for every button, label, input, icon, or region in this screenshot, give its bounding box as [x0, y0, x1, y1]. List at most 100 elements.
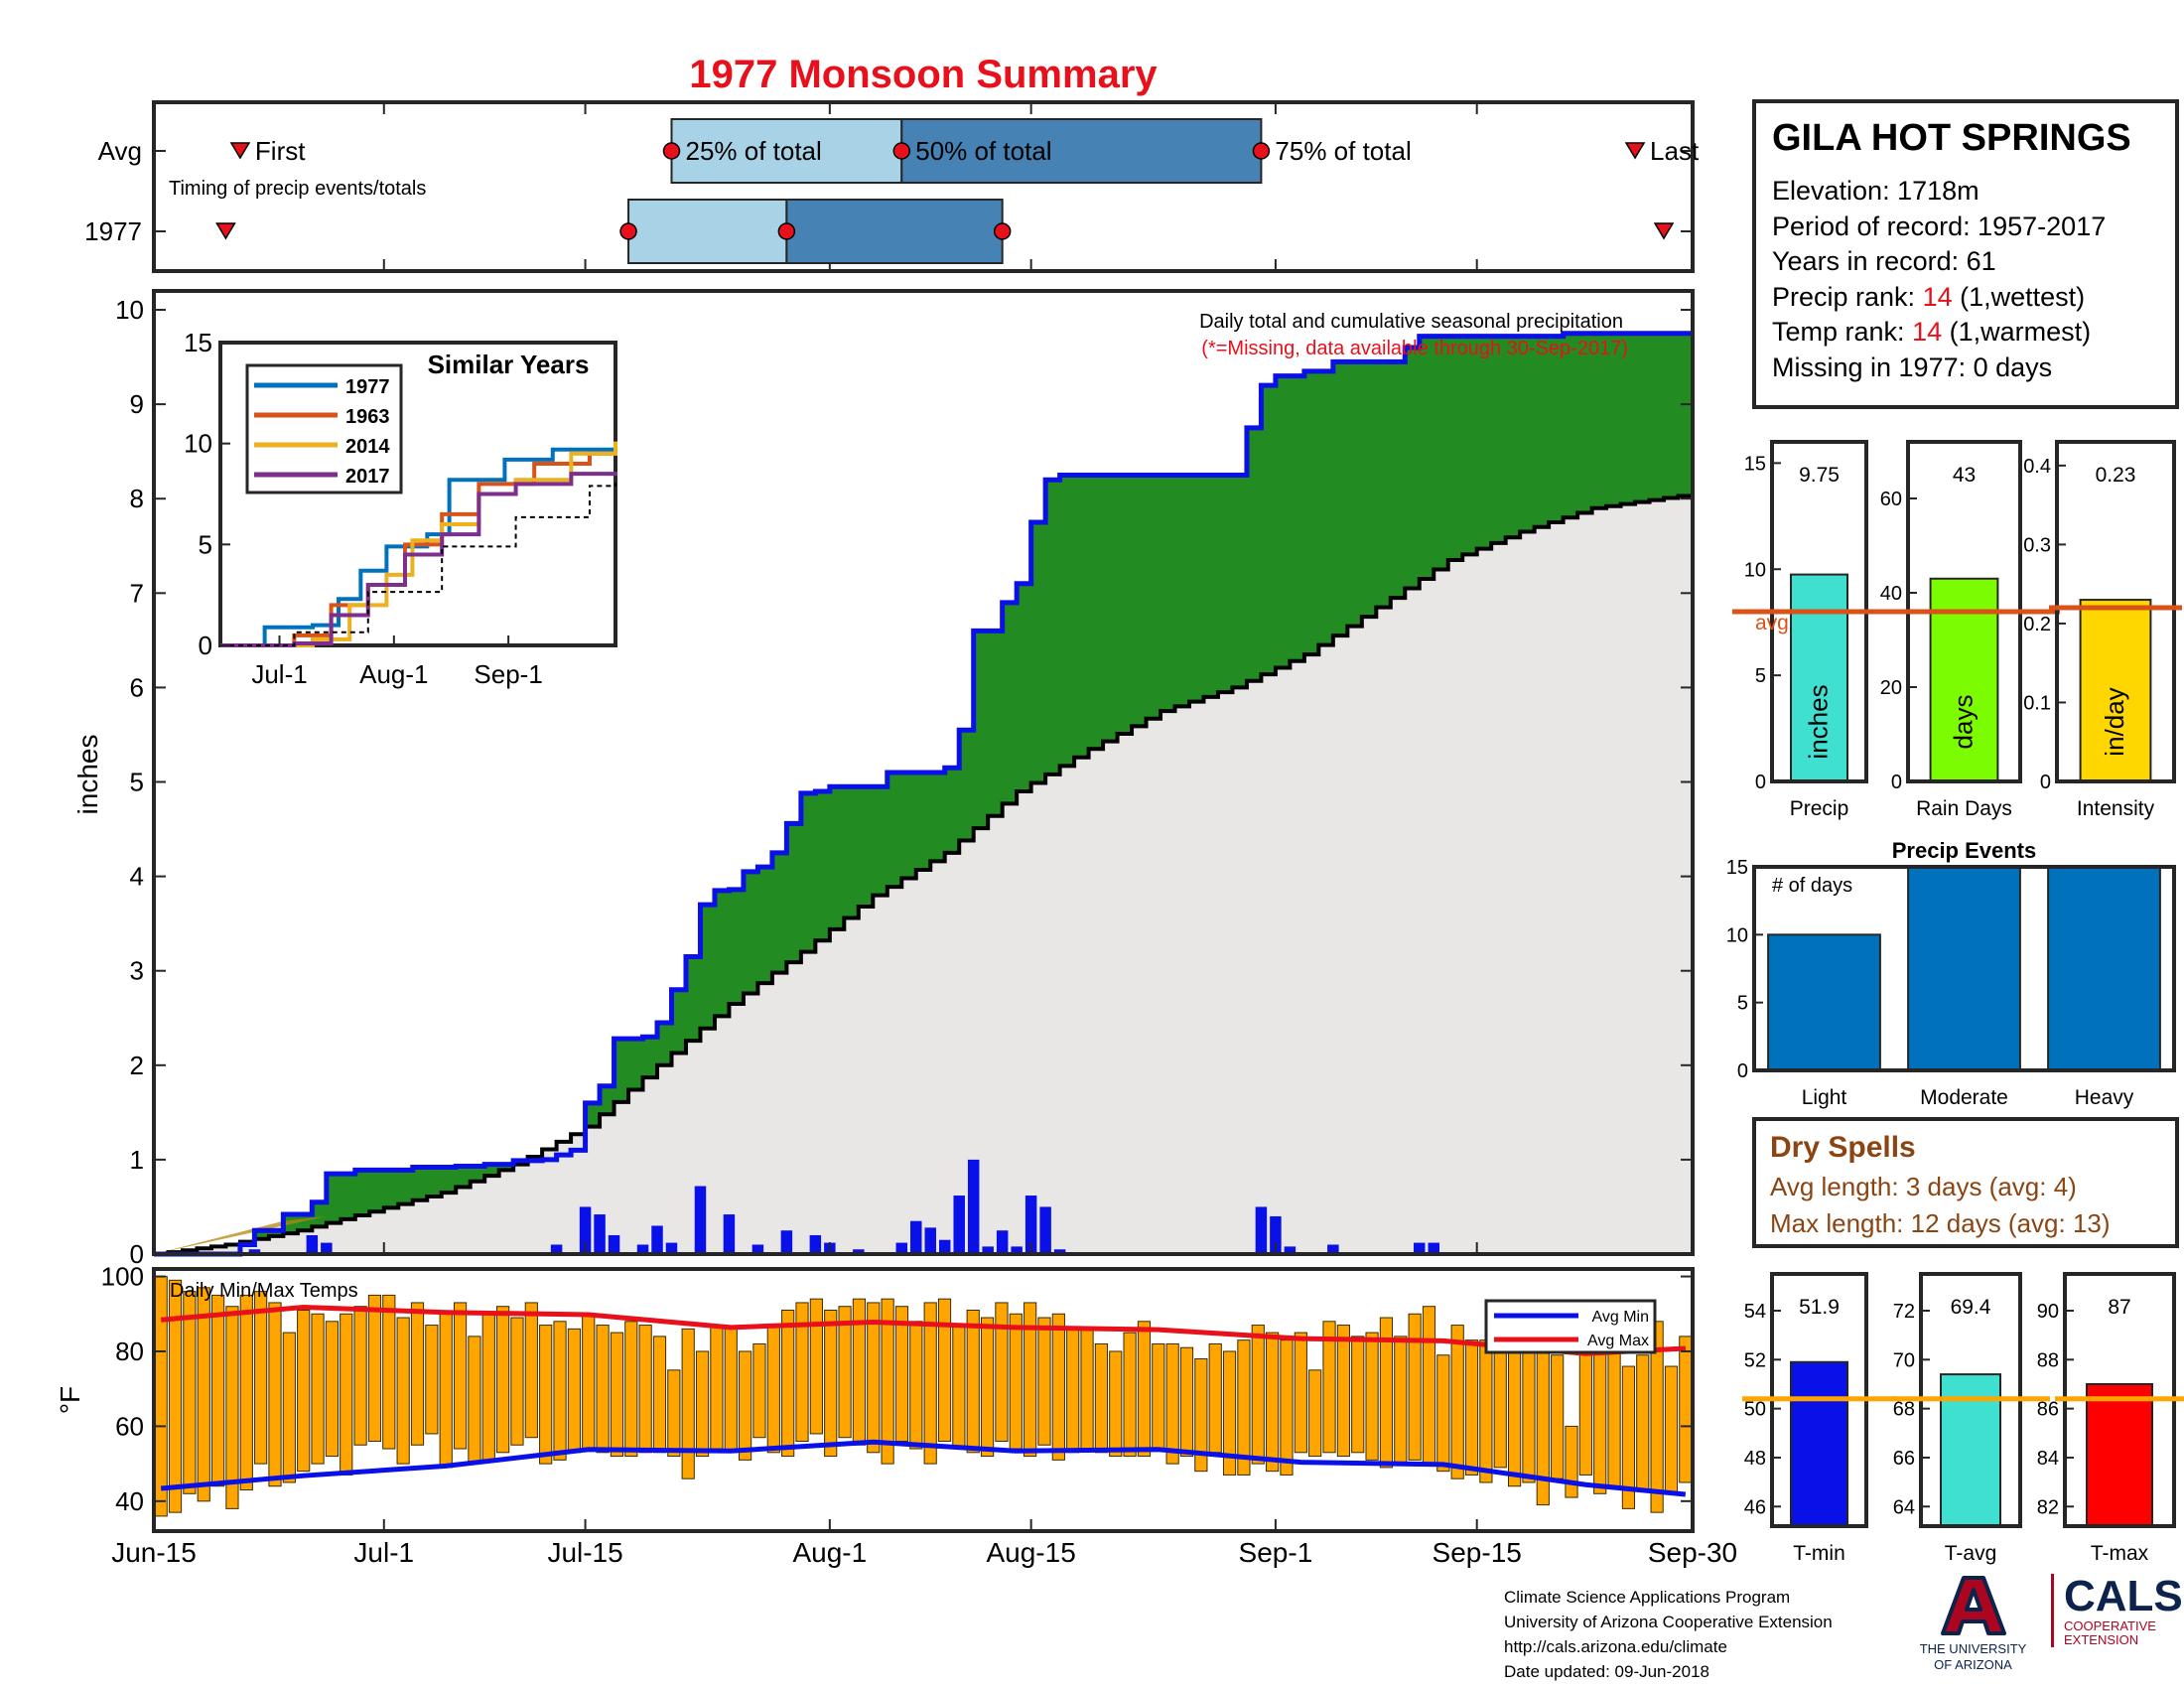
daily-temp-bar — [210, 1294, 225, 1487]
daily-precip-bar — [924, 1227, 936, 1254]
precip-total-y-tick-label: 0 — [1755, 772, 1766, 793]
daily-temp-bar — [496, 1306, 510, 1454]
legend-label: 2014 — [345, 436, 390, 458]
temps-panel-title: Daily Min/Max Temps — [170, 1280, 358, 1302]
rain-days-value-label: 43 — [1953, 464, 1976, 487]
daily-temp-bar — [1322, 1321, 1336, 1454]
y-tick-label: 1 — [130, 1145, 144, 1175]
rain-days-y-tick-label: 60 — [1880, 489, 1902, 510]
daily-temp-bar — [809, 1298, 823, 1435]
daily-temp-bar — [539, 1325, 553, 1465]
x-tick-label: Jul-1 — [353, 1537, 414, 1568]
daily-temp-bar — [1336, 1325, 1350, 1458]
precip-total-bar — [1790, 573, 1848, 782]
intensity-category-label: Intensity — [2077, 797, 2155, 820]
daily-temp-bar — [909, 1321, 923, 1450]
daily-temp-bar — [396, 1317, 410, 1465]
daily-precip-bar — [1428, 1242, 1439, 1254]
daily-temp-bar — [752, 1342, 766, 1439]
daily-precip-bar — [608, 1234, 620, 1254]
x-tick-label: Sep-30 — [1648, 1537, 1737, 1568]
y-tick-label: 10 — [115, 295, 144, 325]
daily-temp-bar — [1664, 1365, 1679, 1494]
daily-temp-bar — [1266, 1332, 1280, 1473]
precip-events-category: Heavy — [2075, 1086, 2134, 1109]
ua-logo-line2: OF ARIZONA — [1934, 1657, 2012, 1672]
intensity-y-tick-label: 0.3 — [2023, 534, 2051, 556]
intensity-y-tick-label: 0.1 — [2023, 692, 2051, 714]
station-period: Period of record: 1957-2017 — [1772, 211, 2107, 241]
daily-temp-bar — [1650, 1321, 1664, 1513]
daily-temp-bar — [1280, 1339, 1294, 1476]
year-timing-25-50-box — [627, 199, 788, 264]
precip-events-y-tick-label: 5 — [1737, 993, 1748, 1015]
daily-temp-bar — [1621, 1365, 1636, 1509]
daily-temp-bar — [739, 1350, 752, 1461]
avg-timing-event-triangle-icon — [1624, 142, 1646, 160]
daily-precip-bar — [953, 1196, 965, 1254]
precip-events-y-tick-label: 15 — [1726, 857, 1748, 879]
footer-line-4: Date updated: 09-Jun-2018 — [1504, 1662, 1709, 1681]
station-name: GILA HOT SPRINGS — [1772, 117, 2131, 159]
daily-temp-bar — [1123, 1332, 1137, 1458]
daily-precip-bar — [853, 1249, 865, 1254]
precip-rank-note: (1,wettest) — [1960, 281, 2086, 312]
temp-y-tick-label: 100 — [101, 1262, 144, 1292]
inset-x-tick-label: Sep-1 — [474, 659, 542, 689]
daily-temp-bar — [1251, 1325, 1265, 1465]
dry-spells-box: Dry Spells Avg length: 3 days (avg: 4) M… — [1752, 1117, 2179, 1248]
daily-temp-bar — [1379, 1317, 1394, 1469]
daily-temp-bar — [824, 1309, 838, 1458]
year-timing-percentile-marker — [777, 222, 796, 240]
figure-title: 1977 Monsoon Summary — [689, 53, 1158, 96]
precip-rank-label: Precip rank: — [1772, 281, 1916, 312]
daily-temp-bar — [1051, 1313, 1065, 1461]
intensity-y-tick-label: 0 — [2040, 772, 2051, 793]
precip-events-category: Light — [1802, 1086, 1847, 1109]
intensity-value-label: 0.23 — [2096, 464, 2136, 487]
daily-temp-bar — [340, 1313, 353, 1476]
daily-temp-bar — [567, 1328, 581, 1454]
daily-temp-bar — [1137, 1321, 1152, 1458]
plot-annotation: Daily total and cumulative seasonal prec… — [1199, 311, 1623, 333]
avg-timing-percentile-marker — [892, 142, 911, 160]
tmin-bar — [1790, 1360, 1848, 1528]
avg-timing-50-75-box — [900, 118, 1263, 184]
y-tick-label: 5 — [130, 768, 144, 797]
daily-temp-bar — [610, 1332, 624, 1458]
cals-logo-line2: EXTENSION — [2064, 1632, 2139, 1647]
daily-temp-bar — [1294, 1332, 1307, 1454]
temp-rank-label: Temp rank: — [1772, 317, 1905, 347]
y-tick-label: 2 — [130, 1051, 144, 1080]
x-tick-label: Aug-1 — [792, 1537, 867, 1568]
similar-years-line-1977 — [220, 447, 617, 647]
daily-precip-bar — [996, 1230, 1009, 1254]
daily-temp-bar — [966, 1309, 980, 1454]
avg-timing-percentile-marker — [1252, 142, 1271, 160]
inset-y-tick-label: 5 — [199, 529, 212, 559]
precip-total-y-tick-label: 10 — [1744, 559, 1766, 581]
daily-temp-bar — [1094, 1342, 1108, 1454]
daily-temp-bar — [1408, 1313, 1422, 1461]
daily-temp-bar — [297, 1309, 311, 1473]
inset-y-tick-label: 15 — [184, 328, 212, 357]
daily-temp-bar — [795, 1302, 809, 1442]
legend-label: 1963 — [345, 406, 390, 428]
daily-temp-bar — [1578, 1350, 1592, 1476]
y-tick-label: 3 — [130, 956, 144, 986]
daily-precip-bar — [1011, 1246, 1023, 1254]
daily-temp-bar — [453, 1302, 468, 1450]
tmax-y-tick-label: 88 — [2037, 1349, 2059, 1371]
precip-events-bar — [2047, 866, 2161, 1071]
daily-temp-bar — [382, 1294, 396, 1450]
intensity-y-tick-label: 0.2 — [2023, 614, 2051, 635]
daily-precip-bar — [1327, 1244, 1339, 1254]
avg-timing-event-triangle-icon — [229, 142, 251, 160]
daily-temp-bar — [582, 1313, 596, 1450]
tavg-category-label: T-avg — [1945, 1542, 1997, 1565]
daily-temp-bar — [439, 1313, 453, 1469]
daily-precip-bar — [938, 1239, 951, 1254]
daily-temp-bar — [724, 1328, 738, 1454]
daily-temp-bar — [1422, 1306, 1436, 1465]
tavg-y-tick-label: 68 — [1893, 1399, 1915, 1421]
